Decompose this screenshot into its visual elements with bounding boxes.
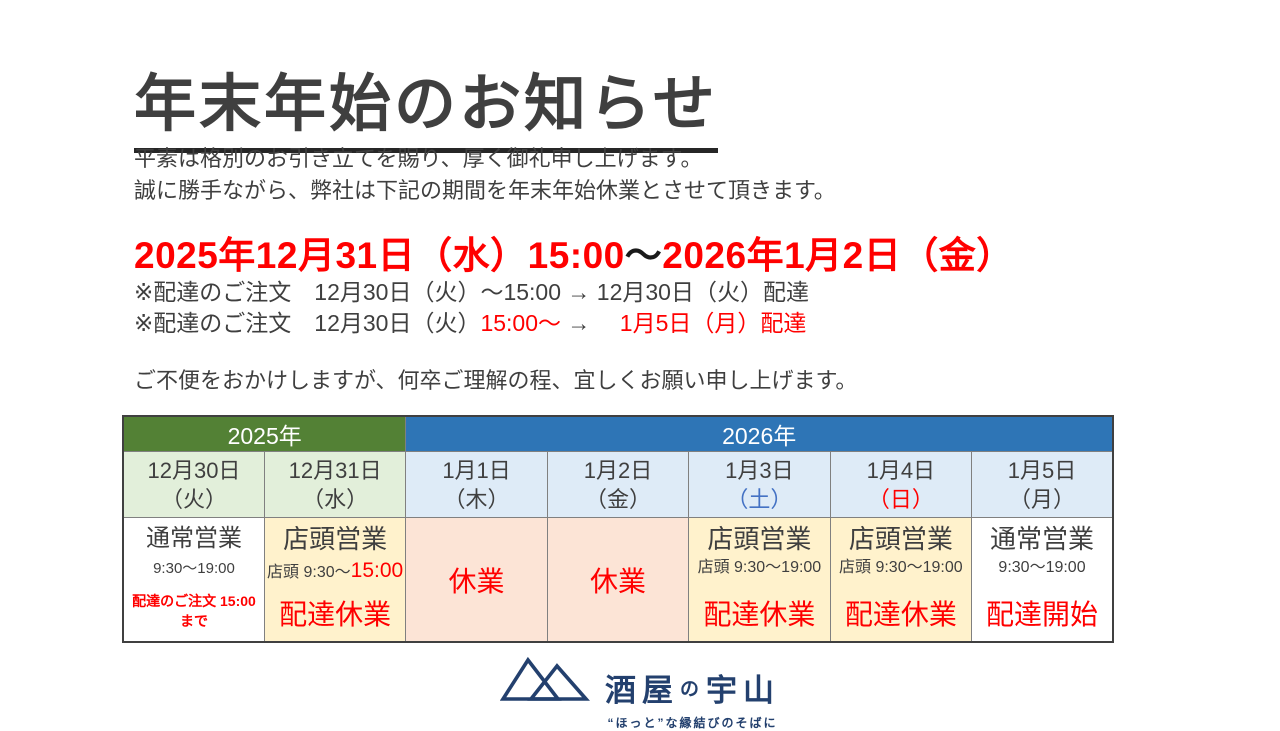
year-header-2026: 2026年 [405,415,1114,452]
schedule-cell-jan1: 休業 [405,517,548,643]
weekday-label: （月） [1009,486,1076,512]
delivery-note-1: ※配達のご注文 12月30日（火）～15:00 → 12月30日（火）配達 [134,279,809,305]
company-name: 酒屋の宇山 [605,665,780,710]
date-label: 1月2日 [583,457,653,483]
company-name-part1: 酒屋 [604,673,679,708]
date-cell-jan5: 1月5日 （月） [971,451,1114,518]
closure-period-headline: 2025年12月31日（水）15:00～2026年1月2日（金） [134,225,1014,279]
company-name-particle: の [679,679,705,700]
weekday-label: （火） [160,486,227,512]
hours-label: 9:30～19:00 [998,558,1086,576]
weekday-label-sunday: （日） [867,486,934,512]
company-tagline: “ほっと”な縁結びのそばに [607,716,778,730]
date-label: 12月30日 [147,457,241,483]
hours-label: 9:30～19:00 [153,559,235,577]
closure-period-start: 2025年12月31日（水）15:00 [134,235,625,276]
date-cell-jan3: 1月3日 （土） [688,451,831,518]
status-label: 店頭営業 [283,524,388,554]
schedule-cell-jan3: 店頭営業 店頭 9:30～19:00 配達休業 [688,517,831,643]
delivery-note-2-result: 1月5日（月）配達 [596,310,807,336]
greeting-line-2: 誠に勝手ながら、弊社は下記の期間を年末年始休業とさせて頂きます。 [134,178,836,203]
delivery-status-label: 配達開始 [986,599,1099,631]
company-name-part2: 宇山 [706,673,780,708]
date-cell-jan4: 1月4日 （日） [829,451,973,518]
hours-label: 店頭 9:30～19:00 [839,558,963,576]
delivery-status-label: 配達休業 [844,599,957,631]
delivery-deadline-note: 配達のご注文 15:00まで [132,593,256,629]
date-label: 1月3日 [725,457,794,483]
schedule-cell-jan5: 通常営業 9:30～19:00 配達開始 [971,517,1114,643]
weekday-label: （水） [302,486,369,512]
date-header-row: 12月30日 （火） 12月31日 （水） 1月1日 （木） 1月2日 （金） … [122,451,1114,518]
status-label: 通常営業 [145,525,242,552]
greeting-line-1: 平素は格別のお引き立てを賜り、厚く御礼申し上げます。 [134,146,703,171]
schedule-cell-dec31: 店頭営業 店頭 9:30～15:00 配達休業 [263,517,407,643]
date-label: 1月5日 [1007,457,1077,483]
date-cell-dec30: 12月30日 （火） [122,451,265,518]
hours-red-part: 15:00 [350,558,404,582]
date-cell-jan2: 1月2日 （金） [546,451,690,518]
hours-label: 店頭 9:30～19:00 [697,558,822,576]
schedule-cell-jan2: 休業 [546,517,690,643]
delivery-note-2-time: 15:00～ [480,310,561,336]
year-header-2025: 2025年 [122,415,407,452]
closed-label: 休業 [448,565,505,597]
closure-period-end: 2026年1月2日（金） [662,235,1014,276]
date-cell-jan1: 1月1日 （木） [405,451,548,518]
hours-label: 店頭 9:30～15:00 [267,558,403,583]
closed-label: 休業 [589,565,646,597]
delivery-notes: ※配達のご注文 12月30日（火）～15:00 → 12月30日（火）配達 ※配… [134,277,809,339]
weekday-label: （木） [443,486,510,512]
schedule-cell-dec30: 通常営業 9:30～19:00 配達のご注文 15:00まで [122,517,265,643]
status-label: 通常営業 [990,524,1095,554]
delivery-status-label: 配達休業 [703,599,816,631]
delivery-note-2-arrow: → [561,310,597,336]
status-label: 店頭営業 [707,524,812,554]
delivery-status-label: 配達休業 [279,599,392,631]
date-label: 12月31日 [288,457,382,483]
delivery-note-2: ※配達のご注文 12月30日（火）15:00～ → 1月5日（月）配達 [134,308,809,339]
year-header-row: 2025年 2026年 [122,415,1114,452]
holiday-schedule-table: 2025年 2026年 12月30日 （火） 12月31日 （水） 1月1日 （… [122,415,1114,643]
date-label: 1月1日 [442,457,511,483]
weekday-label: （金） [584,486,651,512]
hours-black-part: 店頭 9:30～ [267,563,351,581]
date-label: 1月4日 [866,457,936,483]
date-cell-dec31: 12月31日 （水） [263,451,407,518]
weekday-label-saturday: （土） [726,486,793,512]
schedule-cell-jan4: 店頭営業 店頭 9:30～19:00 配達休業 [829,517,973,643]
greeting-paragraph: 平素は格別のお引き立てを賜り、厚く御礼申し上げます。 誠に勝手ながら、弊社は下記… [134,143,836,207]
status-label: 店頭営業 [848,524,953,554]
closing-sentence: ご不便をおかけしますが、何卒ご理解の程、宜しくお願い申し上げます。 [134,368,858,393]
closure-period-tilde: ～ [624,235,663,276]
page-title: 年末年始のお知らせ [134,71,718,153]
delivery-note-2-prefix: ※配達のご注文 12月30日（火） [134,310,481,336]
schedule-row: 通常営業 9:30～19:00 配達のご注文 15:00まで 店頭営業 店頭 9… [122,517,1114,643]
logo-text-block: 酒屋の宇山 “ほっと”な縁結びのそばに [605,665,780,731]
mountains-icon [499,656,592,707]
